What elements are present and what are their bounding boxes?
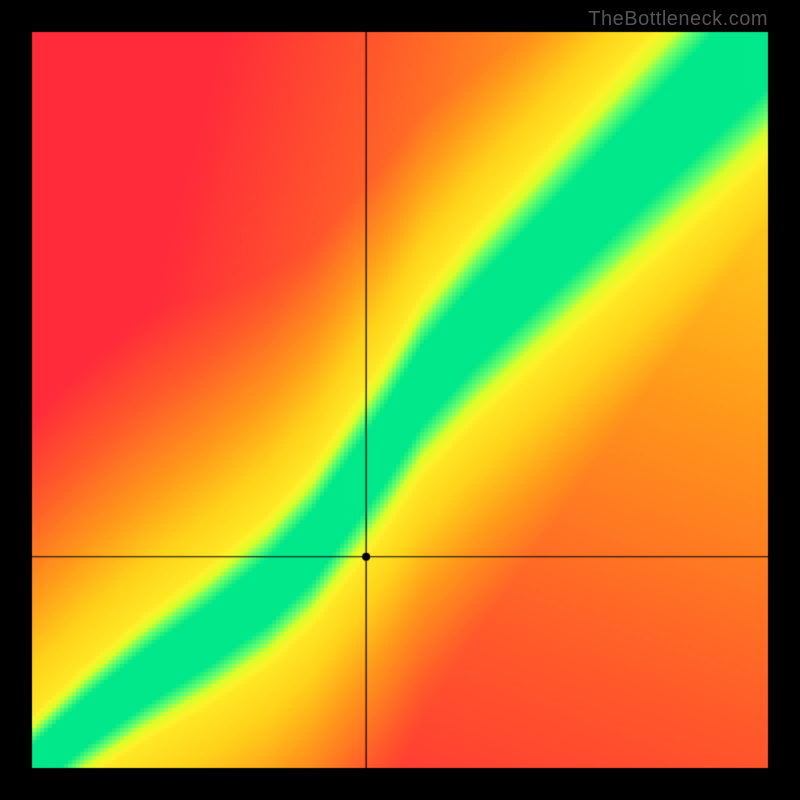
- bottleneck-heatmap: [0, 0, 800, 800]
- watermark-text: TheBottleneck.com: [588, 8, 768, 31]
